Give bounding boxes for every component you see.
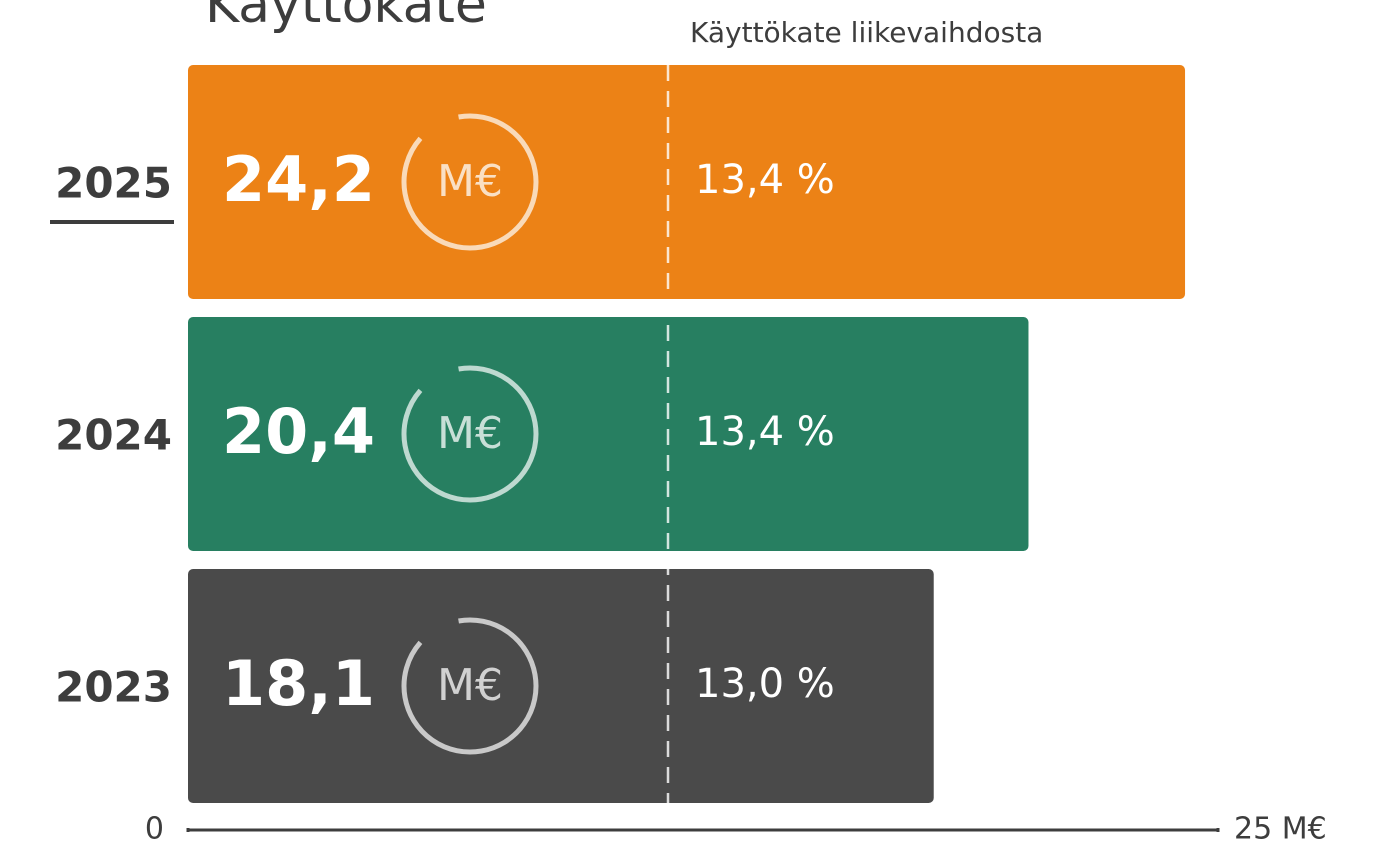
bar bbox=[188, 569, 934, 803]
category-label: 2025 bbox=[55, 159, 172, 208]
unit-icon-label: M€ bbox=[437, 408, 503, 459]
unit-icon-ring bbox=[401, 113, 539, 251]
value-label: 24,2 bbox=[222, 143, 375, 216]
margin-label: 13,0 % bbox=[695, 661, 835, 707]
value-label: 18,1 bbox=[222, 647, 375, 720]
unit-icon-ring bbox=[401, 365, 539, 503]
unit-icon-label: M€ bbox=[437, 660, 503, 711]
margin-label: 13,4 % bbox=[695, 409, 835, 455]
x-tick-label: 25 M€ bbox=[1234, 812, 1327, 847]
margin-label: 13,4 % bbox=[695, 157, 835, 203]
category-label: 2024 bbox=[55, 411, 172, 460]
category-label: 2023 bbox=[55, 663, 172, 712]
chart-title: Käyttökate bbox=[205, 0, 487, 35]
value-label: 20,4 bbox=[222, 395, 375, 468]
bar bbox=[188, 317, 1029, 551]
x-tick-label: 0 bbox=[145, 812, 164, 847]
unit-icon-ring bbox=[401, 617, 539, 755]
chart-subtitle: Käyttökate liikevaihdosta bbox=[690, 16, 1043, 49]
unit-icon-label: M€ bbox=[437, 156, 503, 207]
